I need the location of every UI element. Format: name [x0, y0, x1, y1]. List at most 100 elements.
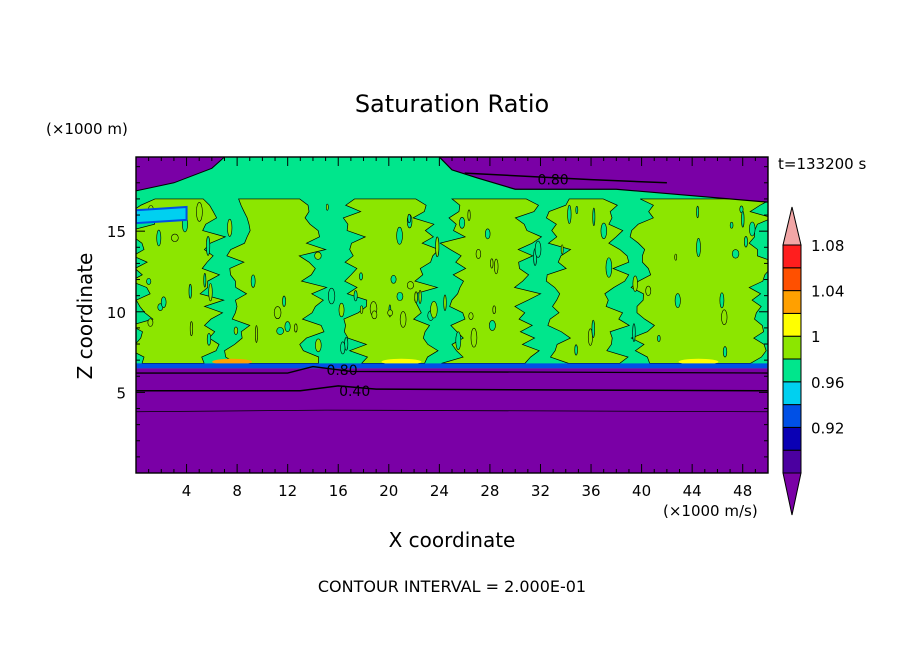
moist-streak-left — [136, 205, 188, 225]
contour-cell — [387, 309, 393, 317]
contour-cell — [284, 321, 291, 333]
contour-cell — [255, 325, 258, 343]
x-tick-label: 24 — [430, 482, 449, 500]
contour-cell — [605, 257, 613, 278]
contour-cell — [396, 291, 404, 301]
x-tick-label: 4 — [182, 482, 192, 500]
contour-cell — [744, 236, 748, 248]
contour-cell — [399, 311, 407, 328]
contour-cell — [359, 305, 364, 314]
contour-cell — [696, 205, 699, 219]
contour-cell — [206, 332, 212, 346]
contour-cell — [227, 218, 233, 237]
contour-cell — [696, 238, 701, 257]
supersaturated-patch — [678, 358, 719, 365]
moist-column — [545, 198, 631, 364]
contour-cell — [722, 346, 728, 358]
supersaturated-patch — [381, 358, 422, 365]
contour-cell — [492, 305, 496, 315]
contour-label: 0.80 — [326, 363, 357, 379]
contour-cell — [156, 229, 162, 247]
contour-cell — [567, 204, 572, 224]
colorbar-bin — [782, 244, 802, 269]
contour-cell — [494, 258, 499, 275]
colorbar-bin — [782, 312, 802, 337]
contour-interval-footer: CONTOUR INTERVAL = 2.000E-01 — [318, 577, 586, 596]
contour-cell — [414, 291, 418, 304]
colorbar-label: 1.08 — [811, 237, 844, 255]
contour-cell — [560, 244, 564, 255]
contour-cell — [467, 209, 471, 222]
contour-cell — [475, 248, 482, 259]
contour-line-040 — [136, 385, 768, 392]
contour-cell — [468, 312, 474, 320]
contour-line-low — [136, 409, 768, 413]
contour-cell — [674, 253, 678, 261]
dry-region-upper-left — [136, 157, 226, 192]
contour-cell — [276, 327, 284, 335]
y-tick-label: 5 — [116, 384, 126, 402]
contour-cell — [189, 321, 193, 337]
contour-cell — [484, 228, 491, 240]
contour-line-upper — [464, 172, 667, 184]
x-axis-label: X coordinate — [389, 528, 516, 552]
colorbar-bin — [782, 290, 802, 314]
colorbar: 0.92 0.96 1 1.04 1.08 — [782, 206, 844, 516]
x-tick-label: 16 — [329, 482, 348, 500]
contour-cell — [731, 249, 740, 259]
contour-cell — [455, 331, 462, 350]
contour-cell — [407, 213, 411, 224]
contour-cell — [575, 206, 579, 214]
dry-layer — [136, 368, 768, 473]
contour-cell — [674, 293, 681, 308]
colorbar-bin — [782, 335, 802, 360]
x-tick-label: 36 — [581, 482, 600, 500]
x-tick-label: 12 — [278, 482, 297, 500]
contour-cell — [459, 217, 466, 229]
x-tick-label: 20 — [379, 482, 398, 500]
contour-cell — [443, 294, 447, 311]
layer-boundary — [136, 363, 768, 369]
contour-cell — [719, 292, 725, 309]
x-tick-label: 28 — [480, 482, 499, 500]
colorbar-label: 1 — [811, 328, 821, 346]
contour-cell — [206, 236, 211, 256]
contour-cell — [340, 341, 346, 355]
contour-cell — [600, 222, 607, 239]
y-axis-unit: (×1000 m) — [46, 120, 128, 138]
contour-cell — [327, 287, 336, 305]
contour-cell — [294, 323, 298, 333]
colorbar-label: 0.96 — [811, 374, 844, 392]
supersaturated-patch — [212, 358, 253, 365]
contour-label: 0.40 — [339, 384, 370, 400]
contour-cell — [739, 205, 744, 214]
contour-cell — [353, 290, 358, 302]
contour-cell — [632, 275, 638, 292]
contour-cell — [233, 326, 239, 335]
contour-cell — [338, 302, 345, 318]
contour-cell — [729, 221, 734, 229]
contour-cell — [396, 226, 403, 245]
colorbar-bin — [782, 381, 802, 406]
colorbar-bin — [782, 449, 802, 474]
contour-cell — [390, 275, 397, 284]
colorbar-bin — [782, 206, 802, 246]
chart-title: Saturation Ratio — [355, 90, 549, 118]
contour-label: 0.80 — [538, 173, 569, 189]
colorbar-bin — [782, 267, 802, 292]
contour-cell — [591, 319, 595, 338]
contour-cell — [147, 318, 154, 327]
contour-cell — [741, 210, 745, 228]
colorbar-bin — [782, 358, 802, 383]
contour-cell — [592, 207, 596, 227]
contour-cell — [645, 285, 652, 296]
contour-cell — [188, 283, 192, 299]
colorbar-bin — [782, 472, 802, 516]
contour-cell — [371, 310, 378, 320]
contour-cell — [146, 278, 152, 285]
colorbar-bin — [782, 426, 802, 451]
colorbar-label: 1.04 — [811, 283, 844, 301]
contour-cell — [534, 240, 542, 258]
x-tick-label: 40 — [632, 482, 651, 500]
moist-column — [224, 198, 328, 364]
